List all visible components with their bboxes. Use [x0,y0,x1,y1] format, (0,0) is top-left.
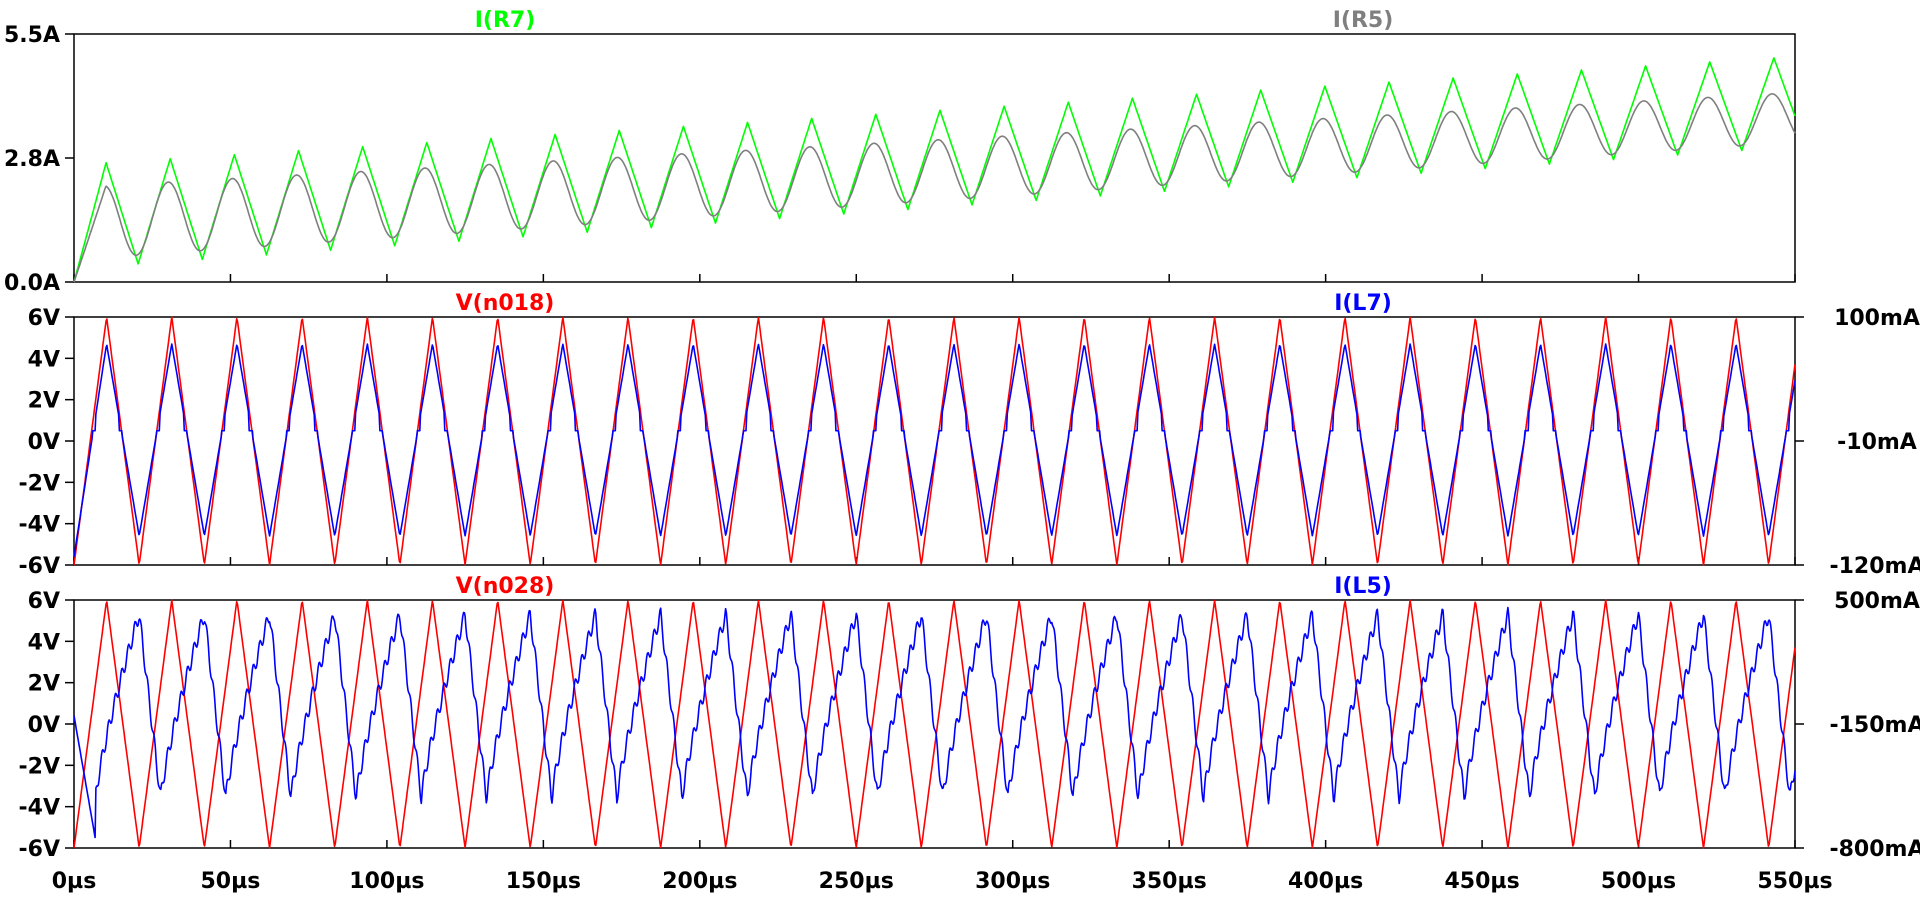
y2-tick-label: -10mA [1837,430,1917,455]
trace-ir7[interactable] [73,57,1796,283]
x-tick-label: 400µs [1288,869,1363,894]
y-tick-label: -4V [19,513,60,538]
x-tick-label: 0µs [52,869,97,894]
y-tick-label: -6V [19,837,60,862]
trace-label-ir7: I(R7) [475,8,536,33]
y-tick-label: -4V [19,796,60,821]
trace-vn028[interactable] [73,599,1796,849]
y-tick-label: 0V [28,430,60,455]
trace-vn018[interactable] [73,316,1796,566]
y-tick-label: 2V [28,672,60,697]
trace-label-vn018: V(n018) [456,291,555,316]
y2-tick-label: -800mA [1829,837,1920,862]
x-tick-label: 450µs [1444,869,1519,894]
y-tick-label: -6V [19,554,60,579]
x-tick-label: 500µs [1601,869,1676,894]
y2-tick-label: 500mA [1834,589,1920,614]
y-tick-label: 0V [28,713,60,738]
x-tick-label: 300µs [975,869,1050,894]
x-tick-label: 550µs [1757,869,1832,894]
y2-tick-label: -150mA [1829,713,1920,738]
y-tick-label: 6V [28,589,60,614]
x-tick-label: 350µs [1132,869,1207,894]
x-tick-label: 100µs [349,869,424,894]
trace-label-il5: I(L5) [1334,574,1392,599]
x-tick-label: 50µs [201,869,261,894]
trace-il5[interactable] [73,606,1796,839]
trace-label-il7: I(L7) [1334,291,1392,316]
y-tick-label: 4V [28,347,60,372]
y-tick-label: -2V [19,471,60,496]
y2-tick-label: 100mA [1834,306,1920,331]
x-tick-label: 200µs [662,869,737,894]
y2-tick-label: -120mA [1829,554,1920,579]
trace-label-ir5: I(R5) [1333,8,1394,33]
trace-label-vn028: V(n028) [456,574,555,599]
trace-ir5[interactable] [73,93,1796,283]
trace-il7[interactable] [73,343,1796,557]
y-tick-label: 6V [28,306,60,331]
x-tick-label: 250µs [819,869,894,894]
y-tick-label: 2.8A [4,147,60,172]
y-tick-label: -2V [19,754,60,779]
x-tick-label: 150µs [506,869,581,894]
y-tick-label: 0.0A [4,271,60,296]
y-tick-label: 4V [28,630,60,655]
y-tick-label: 5.5A [4,23,60,48]
y-tick-label: 2V [28,389,60,414]
